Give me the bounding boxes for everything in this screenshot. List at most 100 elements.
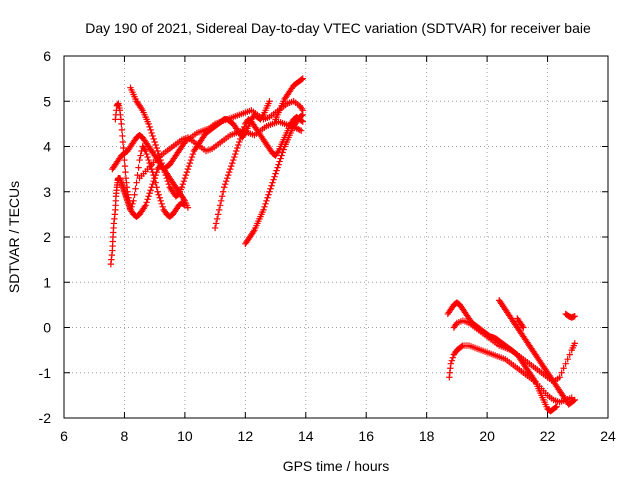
data-point bbox=[237, 135, 244, 143]
x-axis-label: GPS time / hours bbox=[283, 458, 390, 474]
data-point bbox=[186, 159, 194, 167]
data-point bbox=[215, 206, 223, 214]
data-point bbox=[163, 174, 170, 182]
data-point bbox=[299, 75, 306, 82]
data-point bbox=[229, 159, 236, 167]
data-point bbox=[147, 126, 154, 134]
y-tick-label: 6 bbox=[43, 48, 51, 64]
data-point bbox=[298, 112, 305, 119]
data-point bbox=[149, 168, 156, 176]
data-point bbox=[159, 203, 166, 211]
y-tick-label: 3 bbox=[43, 184, 51, 200]
data-point bbox=[234, 144, 241, 152]
data-point bbox=[149, 181, 156, 188]
data-point bbox=[275, 161, 282, 168]
data-point bbox=[179, 181, 187, 188]
data-point bbox=[224, 174, 231, 182]
data-point bbox=[276, 158, 283, 165]
data-point bbox=[154, 147, 161, 155]
data-point bbox=[145, 193, 152, 200]
x-tick-label: 20 bbox=[479, 428, 495, 444]
data-point bbox=[143, 150, 150, 158]
data-point bbox=[448, 357, 456, 364]
data-point bbox=[277, 155, 284, 162]
data-point bbox=[148, 129, 155, 137]
data-point bbox=[181, 202, 189, 209]
x-tick-label: 18 bbox=[419, 428, 435, 444]
data-point bbox=[556, 374, 563, 381]
data-point bbox=[519, 322, 526, 330]
data-point bbox=[271, 173, 278, 180]
data-point bbox=[259, 113, 266, 120]
data-point bbox=[141, 203, 148, 211]
data-point bbox=[182, 171, 190, 179]
data-point bbox=[132, 185, 139, 192]
y-tick-label: -1 bbox=[39, 365, 52, 381]
data-point bbox=[558, 369, 565, 376]
x-tick-label: 14 bbox=[298, 428, 314, 444]
data-point bbox=[262, 200, 269, 208]
data-point bbox=[264, 194, 271, 201]
data-point bbox=[120, 144, 127, 152]
data-point bbox=[153, 144, 160, 152]
chart-title: Day 190 of 2021, Sidereal Day-to-day VTE… bbox=[85, 20, 591, 36]
data-point bbox=[157, 197, 164, 204]
data-point bbox=[152, 179, 159, 186]
x-tick-label: 6 bbox=[60, 428, 68, 444]
data-point bbox=[298, 76, 305, 83]
data-point bbox=[142, 202, 149, 209]
data-point bbox=[146, 190, 153, 197]
data-point bbox=[227, 165, 234, 173]
data-point bbox=[128, 203, 135, 211]
series-s10 bbox=[446, 342, 575, 406]
data-point bbox=[127, 206, 134, 214]
series-s14 bbox=[562, 310, 578, 321]
data-point bbox=[299, 111, 306, 119]
data-point bbox=[266, 188, 273, 195]
data-point bbox=[552, 404, 559, 411]
data-point bbox=[178, 184, 186, 191]
y-axis-label: SDTVAR / TECUs bbox=[6, 181, 22, 293]
data-point bbox=[147, 187, 154, 194]
data-point bbox=[151, 174, 158, 182]
series-s13 bbox=[514, 315, 527, 331]
data-point bbox=[263, 197, 270, 204]
data-point bbox=[153, 184, 160, 191]
data-point bbox=[213, 215, 221, 223]
data-point bbox=[161, 168, 168, 176]
data-point bbox=[571, 396, 578, 404]
data-point bbox=[119, 132, 126, 140]
data-point bbox=[447, 360, 455, 367]
series-s12 bbox=[496, 297, 578, 408]
y-tick-label: 2 bbox=[43, 229, 51, 245]
data-point bbox=[159, 162, 166, 170]
data-point bbox=[238, 132, 245, 140]
data-point bbox=[272, 170, 279, 177]
data-point bbox=[143, 199, 150, 206]
data-point bbox=[520, 324, 527, 331]
series-s3 bbox=[112, 100, 189, 220]
series-s2 bbox=[109, 98, 306, 173]
data-points bbox=[107, 75, 578, 415]
data-point bbox=[221, 181, 229, 188]
data-point bbox=[164, 177, 171, 185]
data-point bbox=[158, 200, 165, 208]
x-tick-label: 10 bbox=[177, 428, 193, 444]
data-point bbox=[158, 159, 165, 167]
data-point bbox=[241, 123, 248, 131]
data-point bbox=[222, 177, 230, 185]
data-point bbox=[553, 403, 560, 410]
data-point bbox=[119, 138, 127, 146]
data-point bbox=[185, 162, 193, 170]
x-tick-label: 22 bbox=[540, 428, 556, 444]
data-point bbox=[187, 156, 195, 164]
data-point bbox=[154, 188, 161, 195]
data-point bbox=[184, 165, 192, 173]
data-point bbox=[280, 146, 287, 153]
data-point bbox=[121, 156, 128, 164]
data-point bbox=[150, 171, 157, 179]
data-point bbox=[142, 147, 149, 155]
y-tick-label: 4 bbox=[43, 139, 51, 155]
data-point bbox=[270, 176, 277, 183]
data-point bbox=[458, 343, 466, 350]
